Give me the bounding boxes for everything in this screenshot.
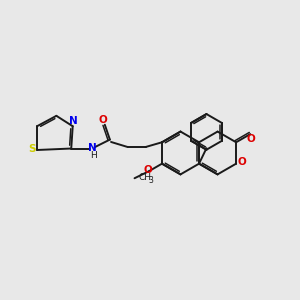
Text: N: N [69, 116, 78, 126]
Text: CH: CH [138, 173, 151, 182]
Text: S: S [28, 143, 35, 154]
Text: O: O [143, 165, 152, 175]
Text: 3: 3 [148, 176, 153, 185]
Text: H: H [90, 151, 97, 160]
Text: O: O [99, 115, 107, 125]
Text: N: N [88, 142, 96, 153]
Text: O: O [247, 134, 256, 144]
Text: O: O [237, 158, 246, 167]
